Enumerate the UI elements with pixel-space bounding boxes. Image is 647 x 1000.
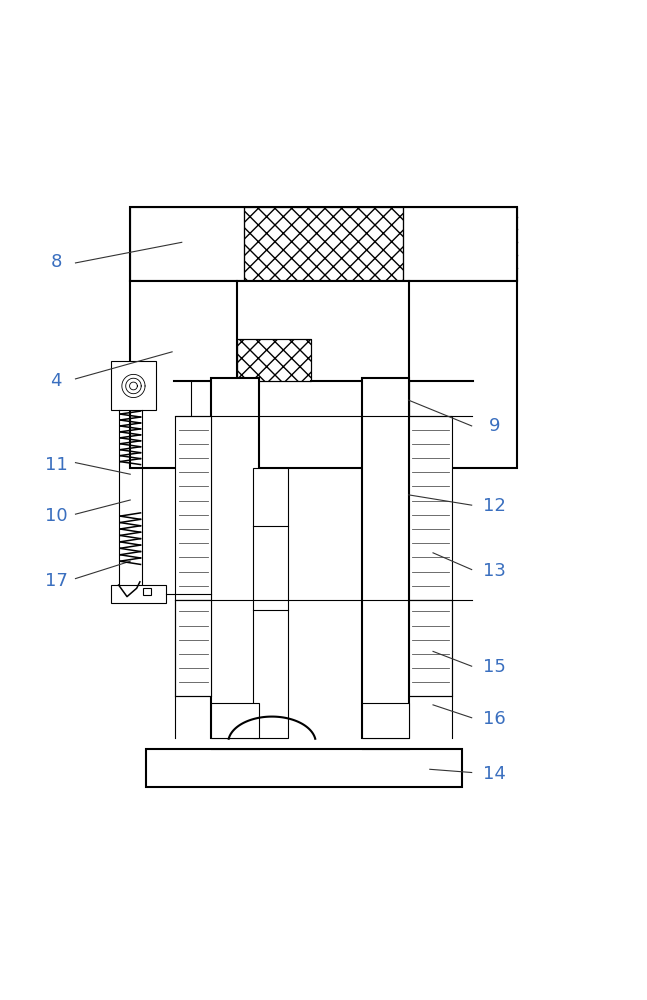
Bar: [192, 381, 237, 426]
Text: 10: 10: [45, 507, 67, 525]
Bar: [245, 207, 402, 281]
Text: 13: 13: [483, 562, 506, 580]
Text: 4: 4: [50, 372, 62, 390]
Bar: [237, 339, 311, 381]
Bar: [362, 703, 408, 738]
Text: 12: 12: [483, 497, 506, 515]
Text: 11: 11: [45, 456, 67, 474]
Bar: [237, 339, 311, 381]
Bar: [146, 749, 462, 787]
Bar: [111, 585, 166, 603]
Bar: [130, 281, 517, 468]
Bar: [175, 600, 211, 696]
Bar: [402, 207, 517, 281]
Bar: [130, 207, 517, 281]
Text: 16: 16: [483, 710, 505, 728]
Bar: [211, 378, 259, 738]
Text: 8: 8: [50, 253, 62, 271]
Text: 9: 9: [488, 417, 500, 435]
Bar: [143, 588, 151, 595]
Text: 15: 15: [483, 658, 506, 676]
Bar: [111, 361, 156, 410]
Text: 14: 14: [483, 765, 506, 783]
Bar: [362, 378, 408, 738]
Bar: [130, 207, 245, 281]
Bar: [408, 416, 452, 600]
Bar: [252, 468, 288, 738]
Bar: [245, 207, 402, 281]
Bar: [175, 416, 211, 600]
Text: 17: 17: [45, 572, 67, 590]
Bar: [369, 381, 408, 416]
Bar: [211, 703, 259, 738]
Bar: [408, 600, 452, 696]
